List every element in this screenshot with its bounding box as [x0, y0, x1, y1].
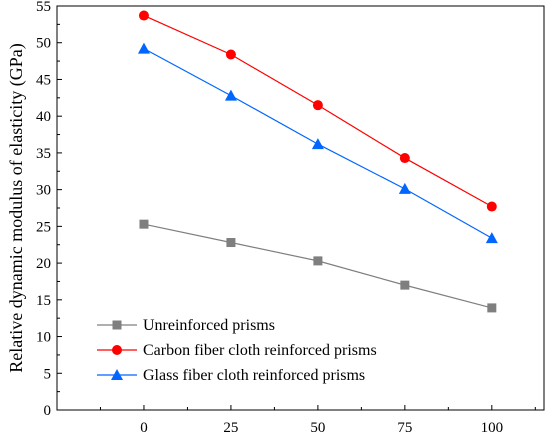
y-tick-label: 35 [36, 146, 51, 162]
y-tick-label: 0 [44, 403, 52, 419]
legend-label: Carbon fiber cloth reinforced prisms [143, 342, 377, 359]
y-tick-label: 30 [36, 183, 51, 199]
x-tick-label: 0 [140, 420, 148, 436]
y-tick-label: 40 [36, 109, 51, 125]
x-tick-label: 25 [223, 420, 238, 436]
legend-label: Unreinforced prisms [143, 317, 275, 334]
x-tick-label: 100 [481, 420, 504, 436]
legend-item: Unreinforced prisms [97, 317, 275, 334]
y-tick-label: 50 [36, 36, 51, 52]
series-line [143, 223, 492, 309]
series-triangle [137, 42, 498, 244]
y-tick-label: 5 [44, 366, 52, 382]
x-tick-label: 50 [310, 420, 325, 436]
data-point [398, 182, 411, 194]
legend-item: Carbon fiber cloth reinforced prisms [97, 342, 377, 359]
y-tick-label: 10 [36, 330, 51, 346]
series-square [139, 219, 497, 313]
data-point [137, 42, 150, 54]
data-point [485, 232, 498, 244]
legend-marker [112, 345, 122, 355]
y-tick-label: 45 [36, 72, 51, 88]
legend-marker [111, 369, 123, 380]
data-point [486, 201, 497, 212]
series-line [143, 15, 493, 208]
y-tick-label: 15 [36, 293, 51, 309]
y-axis: 0 5 10 15 20 25 30 35 40 45 50 55 [36, 0, 62, 419]
data-point [487, 303, 497, 313]
data-point [138, 10, 149, 21]
legend-marker [112, 320, 122, 330]
data-point [399, 153, 410, 164]
data-point [313, 256, 323, 266]
data-point [312, 100, 323, 111]
legend-label: Glass fiber cloth reinforced prisms [143, 367, 365, 384]
data-point [139, 219, 149, 229]
y-tick-label: 20 [36, 256, 51, 272]
x-axis: 0 25 50 75 100 [99, 405, 536, 436]
series-circle [138, 10, 497, 212]
y-axis-title: Relative dynamic modulus of elasticity (… [6, 43, 27, 372]
data-point [226, 238, 236, 248]
data-point [225, 49, 236, 60]
y-tick-label: 25 [36, 219, 51, 235]
data-point [311, 138, 324, 150]
legend-item: Glass fiber cloth reinforced prisms [97, 367, 365, 384]
data-point [224, 89, 237, 101]
data-point [400, 280, 410, 290]
x-tick-label: 75 [397, 420, 412, 436]
y-tick-label: 55 [36, 0, 51, 15]
legend: Unreinforced prisms Carbon fiber cloth re… [97, 317, 377, 384]
series-layer [137, 10, 498, 313]
